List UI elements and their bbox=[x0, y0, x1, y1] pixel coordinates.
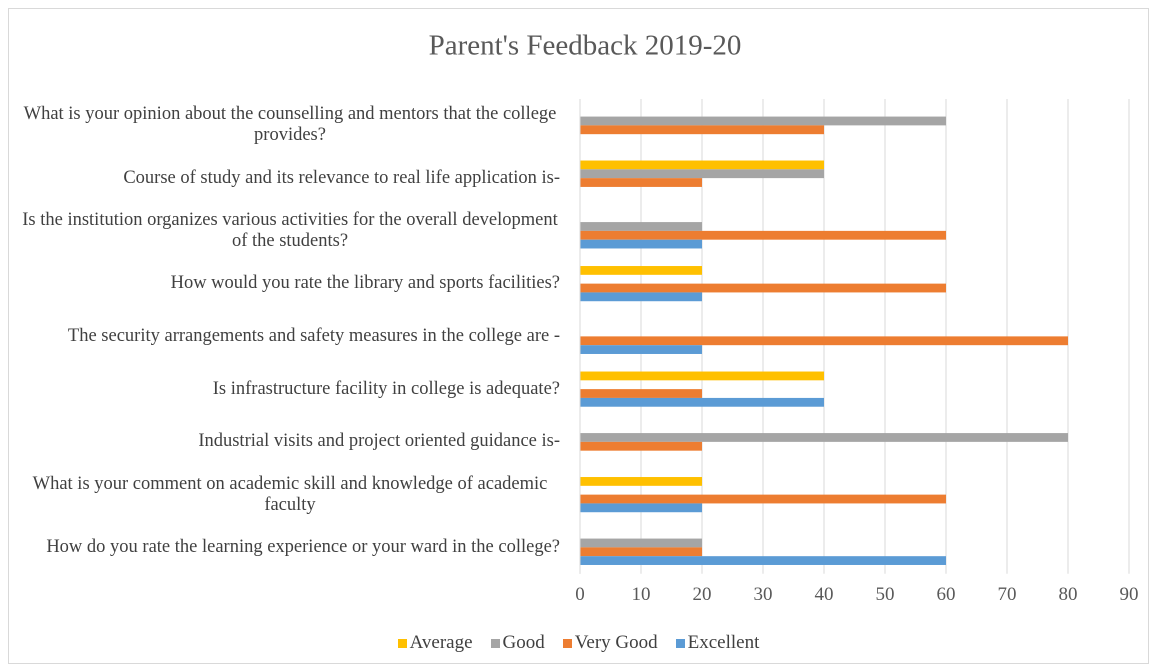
bar bbox=[580, 389, 702, 398]
bar bbox=[580, 239, 702, 249]
bar bbox=[580, 441, 702, 451]
legend-swatch bbox=[397, 638, 407, 648]
y-tick-label: Course of study and its relevance to rea… bbox=[123, 167, 560, 188]
bar bbox=[580, 494, 946, 504]
legend-label: Excellent bbox=[687, 632, 760, 653]
bar bbox=[580, 503, 702, 513]
x-tick-label: 40 bbox=[815, 584, 834, 605]
bar bbox=[580, 116, 946, 126]
bar bbox=[580, 292, 702, 302]
legend-swatch bbox=[490, 638, 500, 648]
y-tick-label: Industrial visits and project oriented g… bbox=[198, 431, 560, 452]
y-tick-label: The security arrangements and safety mea… bbox=[67, 325, 560, 346]
bar bbox=[580, 230, 946, 240]
category-label-box: What is your comment on academic skill a… bbox=[20, 469, 560, 521]
category-label-box: Course of study and its relevance to rea… bbox=[123, 152, 560, 204]
x-tick-label: 20 bbox=[693, 584, 712, 605]
category-label-box: How would you rate the library and sport… bbox=[171, 258, 560, 310]
bar bbox=[580, 222, 702, 231]
x-tick-label: 90 bbox=[1120, 584, 1139, 605]
category-label-box: The security arrangements and safety mea… bbox=[68, 310, 560, 362]
chart-frame bbox=[8, 8, 1149, 664]
category-label-box: How do you rate the learning experience … bbox=[46, 521, 560, 573]
x-tick-label: 0 bbox=[575, 584, 585, 605]
bar bbox=[580, 345, 702, 354]
bar bbox=[580, 397, 824, 407]
bar bbox=[580, 538, 702, 548]
legend: Average Good Very Good Excellent bbox=[0, 632, 1157, 654]
legend-item: Excellent bbox=[675, 632, 760, 654]
category-label-box: Is the institution organizes various act… bbox=[20, 205, 560, 257]
y-tick-label: Is infrastructure facility in college is… bbox=[212, 378, 560, 399]
legend-label: Good bbox=[502, 632, 545, 653]
bar bbox=[580, 160, 824, 170]
bar bbox=[580, 371, 824, 381]
x-tick-label: 70 bbox=[998, 584, 1017, 605]
bar bbox=[580, 178, 702, 187]
y-tick-label: How would you rate the library and sport… bbox=[170, 273, 560, 294]
bar bbox=[580, 477, 702, 486]
legend-swatch bbox=[562, 638, 572, 648]
bar bbox=[580, 547, 702, 557]
bar bbox=[580, 283, 946, 293]
bar bbox=[580, 169, 824, 179]
bar bbox=[580, 556, 946, 565]
y-tick-label: How do you rate the learning experience … bbox=[46, 536, 560, 557]
chart-title: Parent's Feedback 2019-20 bbox=[429, 30, 742, 62]
x-tick-label: 10 bbox=[632, 584, 651, 605]
bar bbox=[580, 433, 1068, 442]
x-tick-label: 50 bbox=[876, 584, 895, 605]
legend-item: Good bbox=[490, 632, 545, 654]
legend-label: Average bbox=[409, 632, 473, 653]
category-label-box: Is infrastructure facility in college is… bbox=[213, 363, 560, 415]
bar bbox=[580, 125, 824, 135]
x-tick-label: 60 bbox=[937, 584, 956, 605]
y-tick-label: Is the institution organizes various act… bbox=[22, 209, 558, 251]
bar bbox=[580, 336, 1068, 346]
y-tick-label: What is your opinion about the counselli… bbox=[23, 104, 557, 146]
legend-label: Very Good bbox=[574, 632, 658, 653]
legend-swatch bbox=[675, 638, 685, 648]
x-tick-label: 80 bbox=[1059, 584, 1078, 605]
legend-item: Average bbox=[397, 632, 473, 654]
bar bbox=[580, 266, 702, 275]
legend-item: Very Good bbox=[562, 632, 658, 654]
category-label-box: What is your opinion about the counselli… bbox=[20, 99, 560, 151]
y-tick-label: What is your comment on academic skill a… bbox=[32, 473, 548, 515]
category-label-box: Industrial visits and project oriented g… bbox=[198, 416, 560, 468]
x-tick-label: 30 bbox=[754, 584, 773, 605]
